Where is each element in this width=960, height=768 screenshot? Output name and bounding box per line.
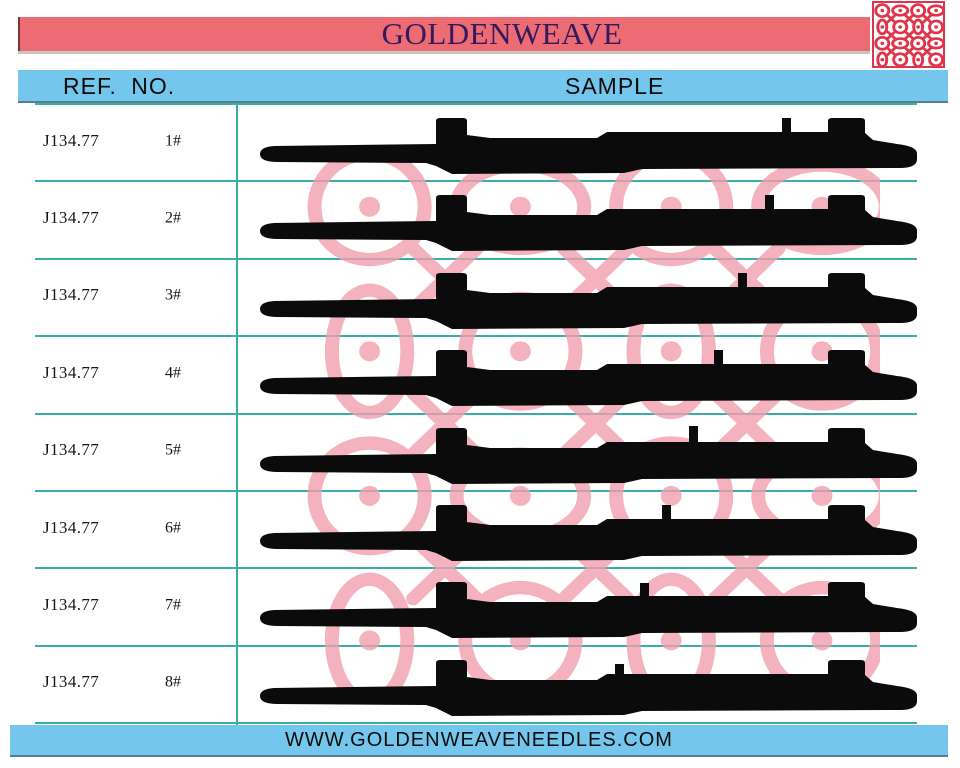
table-grid-line (35, 103, 917, 105)
website-url: WWW.GOLDENWEAVENEEDLES.COM (285, 728, 673, 751)
ref-no-label: J134.77 (43, 208, 100, 228)
table-row: J134.77 6# (0, 490, 960, 567)
table-row: J134.77 3# (0, 258, 960, 335)
size-label: 5# (165, 441, 181, 459)
needle-sample-silhouette (260, 350, 917, 407)
needle-sample-silhouette (260, 118, 917, 174)
table-row: J134.77 7# (0, 567, 960, 644)
needle-sample-silhouette (260, 582, 917, 639)
ref-no-column-header: REF. NO. (63, 73, 176, 99)
goldenweave-logo (872, 1, 945, 68)
ref-no-label: J134.77 (43, 285, 100, 305)
ref-no-label: J134.77 (43, 440, 100, 460)
ref-no-label: J134.77 (43, 672, 100, 692)
ref-no-label: J134.77 (43, 363, 100, 383)
table-row: J134.77 2# (0, 180, 960, 257)
size-label: 8# (165, 673, 181, 691)
table-row: J134.77 8# (0, 645, 960, 722)
size-label: 7# (165, 596, 181, 614)
sample-column-header: SAMPLE (565, 73, 665, 99)
needle-sample-silhouette (260, 195, 917, 252)
title-bar: GOLDENWEAVE (18, 16, 870, 51)
size-label: 4# (165, 364, 181, 382)
needle-sample-silhouette (260, 504, 917, 561)
needle-sample-silhouette (260, 272, 917, 329)
table-row: J134.77 4# (0, 335, 960, 412)
size-label: 3# (165, 286, 181, 304)
ref-no-label: J134.77 (43, 130, 100, 150)
table-row: J134.77 1# (0, 103, 960, 180)
size-label: 1# (165, 131, 181, 149)
celtic-knot-logo-icon (874, 3, 943, 66)
size-label: 6# (165, 518, 181, 536)
brand-title: GOLDENWEAVE (381, 16, 623, 51)
table-header-bar: REF. NO. SAMPLE (18, 70, 948, 103)
needle-sample-silhouette (260, 659, 917, 716)
footer-bar: WWW.GOLDENWEAVENEEDLES.COM (10, 725, 948, 757)
table-grid-line (35, 722, 917, 724)
needle-sample-silhouette (260, 425, 917, 484)
table-row: J134.77 5# (0, 413, 960, 490)
size-label: 2# (165, 209, 181, 227)
ref-no-label: J134.77 (43, 595, 100, 615)
ref-no-label: J134.77 (43, 517, 100, 537)
